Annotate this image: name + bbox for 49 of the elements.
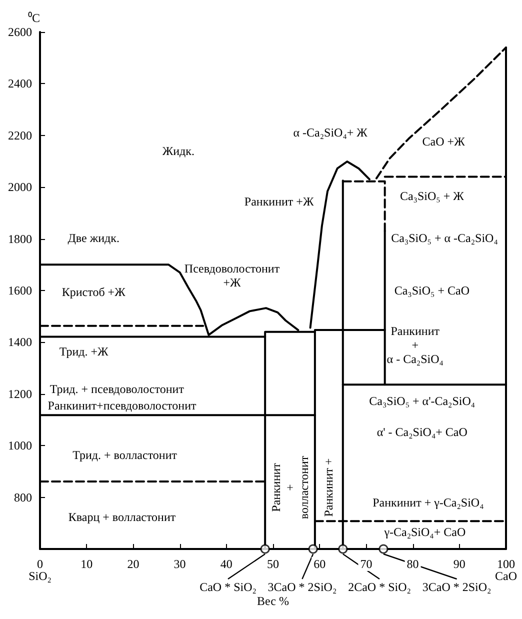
annotation: 3CaO * 2SiO₂: [422, 580, 492, 594]
annotation: Две жидк.: [68, 230, 120, 245]
x-tick-label: 80: [406, 557, 419, 571]
annotation: Ранкинит + α - Ca₂SiO₄: [386, 324, 444, 366]
x-tick-label: 100 CaO: [495, 557, 518, 583]
x-tick-label: 50: [267, 557, 279, 571]
x-axis-title: Вес %: [257, 594, 289, 608]
annotation: 2CaO * SiO₂: [348, 580, 411, 594]
x-tick-label: 0 SiO₂: [28, 557, 52, 583]
y-tick-label: 1000: [8, 438, 32, 453]
annotation: Ca₃SiO₅ + CaO: [394, 284, 470, 298]
y-axis-title: ⁰C: [28, 11, 40, 25]
annotation: Ранкинит+псевдоволостонит: [48, 398, 197, 412]
y-tick-label: 1200: [8, 386, 32, 401]
y-tick-label: 800: [14, 490, 32, 504]
y-tick-label: 2200: [8, 128, 32, 142]
annotation: 3CaO * 2SiO₂: [268, 580, 337, 594]
annotation: Жидк.: [162, 144, 194, 158]
annotation: α' - Ca₂SiO₄+ CaO: [376, 425, 468, 440]
x-tick-label: 10: [80, 557, 93, 571]
x-tick-label: 90: [453, 557, 466, 571]
y-tick-label: 1600: [8, 284, 32, 298]
x-tick-label: 20: [127, 557, 140, 571]
annotation: Трид. + псевдоволостонит: [50, 382, 185, 396]
annotation: Ранкинит +: [321, 458, 336, 517]
annotation: Трид. + волластонит: [72, 448, 178, 462]
annotation: Трид. +Ж: [59, 344, 109, 359]
annotation: Псевдоволостонит +Ж: [184, 262, 280, 290]
y-tick-label: 2400: [8, 76, 32, 91]
y-tick-label: 2000: [8, 180, 32, 194]
annotation: CaO +Ж: [422, 134, 466, 149]
annotation: Ca₃SiO₅ + α'-Ca₂SiO₄: [369, 394, 476, 408]
annotation: α -Ca₂SiO₄+ Ж: [293, 125, 368, 140]
annotation: Ca₃SiO₅ + α -Ca₂SiO₄: [391, 230, 498, 245]
y-tick-label: 1400: [8, 335, 32, 350]
y-tick-label: 1800: [8, 232, 32, 246]
x-tick-label: 30: [174, 557, 186, 571]
annotation: Кварц + волластонит: [68, 510, 176, 524]
annotation: CaO * SiO₂: [200, 580, 256, 594]
x-tick-label: 40: [220, 557, 232, 571]
annotation: Ca₃SiO₅ + Ж: [400, 188, 464, 203]
annotation: Ранкинит + γ-Ca₂SiO₄: [372, 495, 484, 510]
annotation: Кристоб +Ж: [62, 285, 126, 300]
y-tick-label: 2600: [8, 25, 32, 39]
annotation: Ранкинит + волластонит: [268, 455, 311, 520]
annotation: γ-Ca₂SiO₄+ CaO: [383, 524, 466, 539]
x-tick-label: 70: [360, 557, 372, 571]
x-tick-label: 60: [314, 557, 326, 571]
annotation: Ранкинит +Ж: [244, 194, 314, 209]
